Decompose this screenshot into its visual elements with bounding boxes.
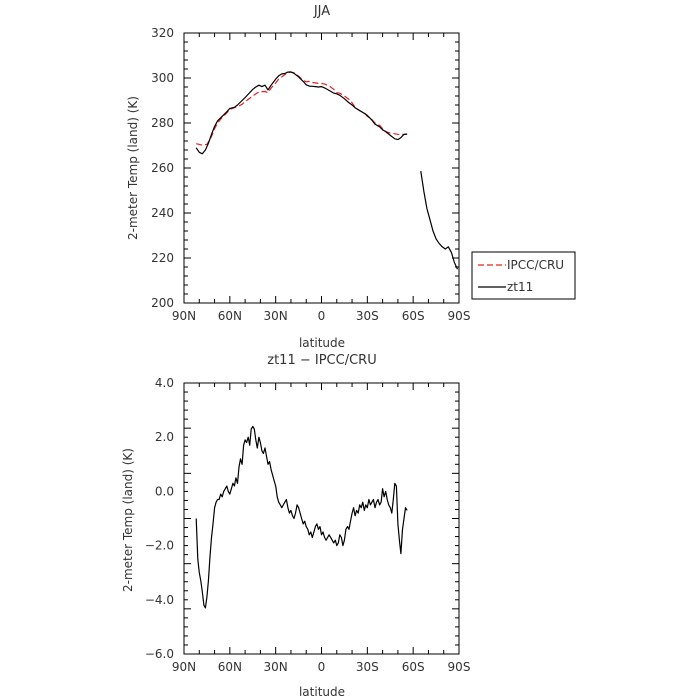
- bottom-x-tick-label: 90N: [172, 660, 196, 674]
- top-y-tick-label: 220: [151, 251, 174, 265]
- top-y-tick-label: 300: [151, 71, 174, 85]
- top-x-tick-label: 0: [318, 309, 326, 323]
- top-y-axis-label: 2-meter Temp (land) (K): [126, 96, 140, 240]
- top-y-tick-label: 320: [151, 26, 174, 40]
- bottom-y-tick-label: 4.0: [155, 376, 174, 390]
- bottom-y-tick-label: −6.0: [145, 647, 174, 661]
- top-series-line-zt11: [195, 71, 459, 270]
- top-y-tick-label: 240: [151, 206, 174, 220]
- bottom-plot-frame: [183, 382, 460, 655]
- bottom-plot-area: 90N 60N 30N 0 30S 60S 90S −6.0 −4.0 −2.0 0.0 2.0 4.0: [145, 376, 471, 674]
- legend: IPCC/CRU zt11: [471, 251, 576, 300]
- top-x-tick-label: 90N: [172, 309, 196, 323]
- bottom-y-tick-label: 2.0: [155, 430, 174, 444]
- top-y-tick-label: 280: [151, 116, 174, 130]
- bottom-x-tick-label: 30N: [264, 660, 288, 674]
- top-x-axis-label: latitude: [299, 336, 345, 350]
- top-plot-area: 90N 60N 30N 0 30S 60S 90S 200 220 240 260 280 300 320: [151, 26, 470, 323]
- bottom-x-tick-label: 90S: [448, 660, 471, 674]
- top-plot-frame: [183, 32, 460, 304]
- bottom-x-tick-label: 0: [318, 660, 326, 674]
- top-x-tick-label: 30S: [356, 309, 379, 323]
- bottom-x-axis-label: latitude: [299, 685, 345, 699]
- bottom-y-tick-label: −4.0: [145, 593, 174, 607]
- legend-label-ipcc-cru: IPCC/CRU: [507, 258, 564, 272]
- top-chart-title: JJA: [313, 4, 330, 19]
- bottom-y-tick-label: 0.0: [155, 484, 174, 498]
- top-x-tick-label: 60N: [218, 309, 242, 323]
- bottom-x-tick-label: 60S: [402, 660, 425, 674]
- bottom-chart-title: zt11 − IPCC/CRU: [267, 353, 376, 368]
- top-panel: JJA 90N 60N 30N 0 30S 60S 90S 200 220 240 260 280 30…: [126, 4, 576, 350]
- bottom-x-tick-label: 30S: [356, 660, 379, 674]
- bottom-x-tick-label: 60N: [218, 660, 242, 674]
- top-x-tick-label: 30N: [264, 309, 288, 323]
- top-y-tick-label: 260: [151, 161, 174, 175]
- top-x-tick-label: 90S: [448, 309, 471, 323]
- bottom-y-axis-label: 2-meter Temp (land) (K): [121, 448, 135, 592]
- legend-box: [471, 251, 576, 300]
- top-y-tick-label: 200: [151, 296, 174, 310]
- legend-label-zt11: zt11: [507, 280, 533, 294]
- bottom-y-tick-label: −2.0: [145, 539, 174, 553]
- top-series-line-ipcc-cru: [196, 71, 408, 146]
- bottom-panel: zt11 − IPCC/CRU 90N 60N 30N 0 30S 60S 90S −6.0 −…: [121, 353, 470, 699]
- top-x-tick-label: 60S: [402, 309, 425, 323]
- bottom-series-line-difference: [195, 425, 408, 609]
